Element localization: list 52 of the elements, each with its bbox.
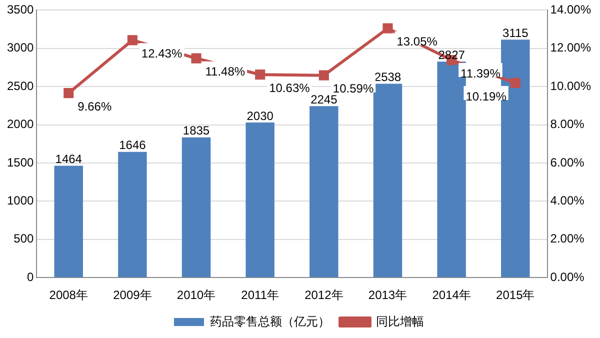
y2-tick-label: 14.00% [550,2,592,17]
data-label: 1464 [55,152,82,166]
y-tick-label: 3000 [6,40,34,55]
bar [246,122,274,278]
y2-tick-label: 2.00% [550,232,585,246]
data-label: 10.63% [269,80,310,95]
x-tick-label: 2013年 [368,288,408,302]
x-tick-label: 2008年 [49,288,88,302]
y-tick-label: 2500 [6,78,34,93]
y2-tick-label: 8.00% [550,117,585,132]
y-tick-label: 3500 [6,2,34,17]
x-tick-label: 2014年 [432,288,471,302]
y2-tick-label: 0.00% [550,270,585,284]
bar [182,137,211,278]
data-label: 13.05% [396,34,438,49]
y2-tick-label: 10.00% [550,78,592,93]
data-label: 10.19% [466,89,507,104]
y-tick-label: 1000 [6,194,34,208]
point [318,70,329,80]
y-tick-label: 500 [14,232,34,246]
y2-tick-label: 6.00% [550,155,585,170]
legend-label: 药品零售总额（亿元） [210,314,330,328]
point [510,78,520,88]
y2-tick-label: 12.00% [550,40,592,55]
data-label: 1646 [119,138,146,152]
bar [310,106,338,278]
point [64,88,74,98]
x-tick-label: 2011年 [241,288,279,302]
x-tick-label: 2012年 [304,288,344,302]
x-tick-label: 2015年 [496,288,535,302]
bar [373,84,402,278]
y-tick-label: 1500 [6,155,34,170]
point [191,53,202,64]
bar [118,152,147,278]
data-label: 2030 [246,108,274,123]
data-label: 11.48% [205,64,246,79]
x-tick-label: 2010年 [176,288,216,302]
point [255,70,266,80]
y-tick-label: 2000 [6,117,34,132]
data-label: 2538 [374,70,402,84]
data-label: 9.66% [78,99,112,114]
legend-label: 同比增幅 [376,314,424,328]
data-label: 11.39% [460,66,501,80]
point [127,35,138,46]
data-label: 1835 [182,124,210,138]
point [382,23,393,34]
x-tick-label: 2009年 [113,288,152,302]
data-label: 3115 [502,26,529,40]
y2-tick-label: 4.00% [550,194,585,208]
data-label: 12.43% [141,46,182,60]
bar [54,166,83,278]
y-tick-label: 0 [27,270,34,284]
